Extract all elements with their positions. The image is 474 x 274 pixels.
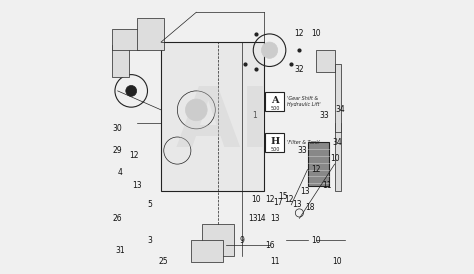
Text: H: H	[270, 136, 280, 145]
Text: 10: 10	[251, 195, 261, 204]
Text: 13: 13	[292, 200, 301, 209]
Text: 13: 13	[132, 181, 141, 190]
Text: 12: 12	[265, 195, 274, 204]
Text: 30: 30	[113, 124, 123, 133]
Text: 11: 11	[322, 181, 331, 190]
Text: 'Filter & Tank': 'Filter & Tank'	[287, 140, 320, 145]
Text: AI: AI	[176, 83, 271, 164]
Bar	[335, 124, 341, 191]
Text: 10: 10	[311, 236, 320, 245]
Text: 32: 32	[294, 65, 304, 74]
Text: 26: 26	[113, 214, 122, 223]
Text: 34: 34	[332, 138, 342, 147]
Text: 29: 29	[113, 146, 122, 155]
FancyBboxPatch shape	[265, 92, 284, 111]
Text: 12: 12	[284, 195, 293, 204]
Text: 17: 17	[273, 198, 283, 207]
Text: 500: 500	[270, 147, 280, 152]
Bar	[308, 142, 329, 186]
Bar	[137, 18, 164, 50]
Text: 13: 13	[248, 214, 258, 223]
Text: 15: 15	[278, 192, 288, 201]
Bar	[191, 240, 223, 262]
Text: 34: 34	[335, 105, 345, 114]
Text: 12: 12	[311, 165, 320, 174]
Text: 4: 4	[118, 168, 123, 177]
FancyBboxPatch shape	[161, 42, 264, 191]
Text: A: A	[271, 96, 279, 105]
Bar	[112, 45, 128, 77]
Circle shape	[261, 42, 278, 58]
Text: 10: 10	[333, 257, 342, 266]
Text: 3: 3	[148, 236, 153, 245]
Bar	[316, 50, 335, 72]
Text: 11: 11	[270, 257, 280, 266]
Circle shape	[126, 85, 137, 96]
Text: 14: 14	[256, 214, 266, 223]
Text: 12: 12	[295, 29, 304, 38]
Text: 12: 12	[129, 152, 139, 161]
Text: 10: 10	[311, 29, 320, 38]
Text: 5: 5	[148, 200, 153, 209]
Text: 9: 9	[240, 236, 245, 245]
Text: 31: 31	[116, 246, 125, 255]
FancyBboxPatch shape	[265, 133, 284, 152]
Text: 25: 25	[159, 257, 169, 266]
Text: 13: 13	[270, 214, 280, 223]
Bar	[335, 64, 341, 132]
Text: 10: 10	[330, 154, 339, 163]
Circle shape	[185, 99, 207, 121]
Text: 1: 1	[252, 111, 257, 120]
Text: 33: 33	[297, 146, 307, 155]
Text: 'Gear Shift &
Hydraulic Lift': 'Gear Shift & Hydraulic Lift'	[287, 96, 321, 107]
Text: 13: 13	[300, 187, 310, 196]
Text: 18: 18	[305, 203, 315, 212]
Bar	[202, 224, 234, 256]
Bar	[112, 28, 139, 50]
Text: 500: 500	[270, 106, 280, 111]
Text: 16: 16	[265, 241, 274, 250]
Text: 33: 33	[319, 111, 328, 120]
